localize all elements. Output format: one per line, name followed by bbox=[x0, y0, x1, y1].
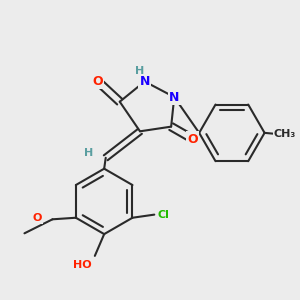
Text: HO: HO bbox=[73, 260, 92, 270]
Text: O: O bbox=[32, 213, 42, 223]
Text: O: O bbox=[93, 75, 103, 88]
Text: O: O bbox=[188, 133, 198, 146]
Text: H: H bbox=[135, 66, 145, 76]
Text: N: N bbox=[169, 91, 179, 103]
Text: N: N bbox=[140, 75, 150, 88]
Text: CH₃: CH₃ bbox=[274, 129, 296, 140]
Text: H: H bbox=[84, 148, 93, 158]
Text: Cl: Cl bbox=[158, 210, 170, 220]
